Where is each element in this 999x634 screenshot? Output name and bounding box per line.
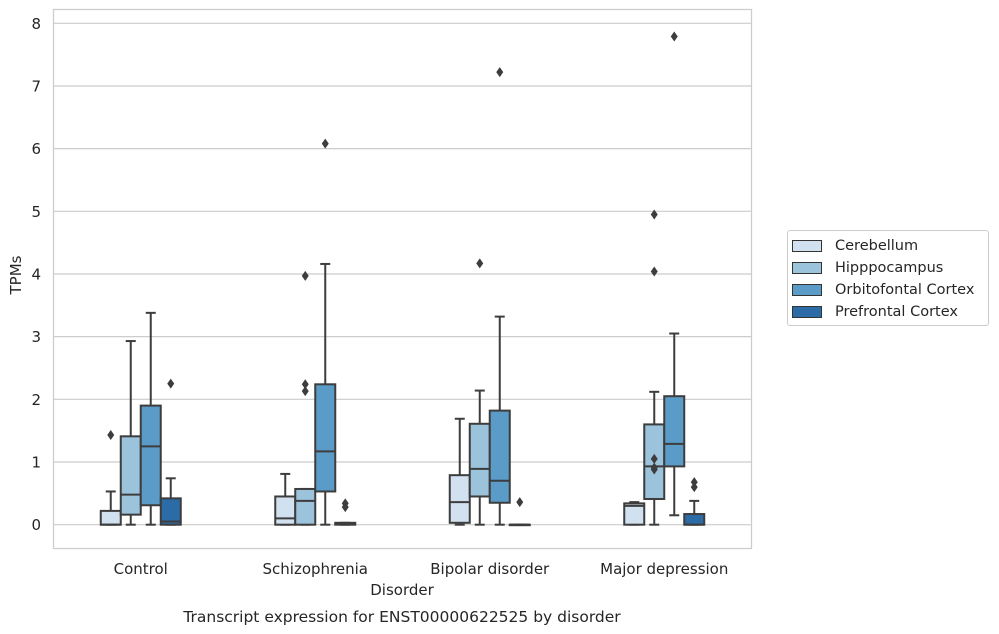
box-major-depression-hipppocampus (643, 209, 666, 526)
box-iqr (623, 502, 646, 526)
chart-title: Transcript expression for ENST0000062252… (182, 608, 621, 626)
box-iqr (119, 435, 142, 516)
y-tick-label-3: 3 (31, 328, 41, 346)
box-iqr (159, 497, 182, 526)
legend-label-orbitofrontal-cortex: Orbitofontal Cortex (835, 282, 975, 298)
outlier-point-0 (107, 430, 115, 441)
box-iqr (294, 487, 317, 526)
y-tick-label-0: 0 (31, 516, 41, 534)
x-tick-labels: Control Schizophrenia Bipolar disorder Majo… (114, 560, 729, 578)
y-tick-label-8: 8 (31, 15, 41, 33)
outlier-point-0 (167, 378, 175, 389)
outlier-point-0 (301, 270, 309, 281)
legend-item-orbitofrontal-cortex: Orbitofontal Cortex (792, 280, 974, 300)
box-iqr (488, 409, 511, 504)
box-control-hipppocampus (119, 340, 142, 526)
y-tick-label-4: 4 (31, 265, 41, 283)
outlier-point-0 (650, 453, 658, 464)
y-tick-label-1: 1 (31, 454, 41, 472)
box-bipolar-disorder-cerebellum (448, 417, 471, 526)
x-tick-label-schizophrenia: Schizophrenia (263, 560, 368, 578)
box-major-depression-prefrontal-cortex (683, 477, 706, 526)
y-tick-label-5: 5 (31, 203, 41, 221)
y-tick-label-7: 7 (31, 77, 41, 95)
outlier-point-0 (496, 67, 504, 78)
legend-label-hippocampus: Hipppocampus (835, 260, 944, 276)
legend-item-prefrontal-cortex: Prefrontal Cortex (792, 302, 958, 322)
box-schizophrenia-prefrontal-cortex (334, 498, 357, 526)
legend-label-cerebellum: Cerebellum (835, 238, 919, 254)
plot-frame (52, 8, 753, 550)
box-bipolar-disorder-orbitofontal-cortex (488, 67, 511, 526)
box-bipolar-disorder-prefrontal-cortex (508, 497, 531, 527)
x-tick-label-bipolar-disorder: Bipolar disorder (430, 560, 550, 578)
legend: Cerebellum Hipppocampus Orbitofontal Cor… (787, 230, 989, 326)
box-iqr (663, 395, 686, 468)
box-iqr (468, 422, 491, 498)
outlier-point-0 (670, 31, 678, 42)
box-control-prefrontal-cortex (159, 378, 182, 526)
x-tick-label-control: Control (114, 560, 168, 578)
x-tick-label-major-depression: Major depression (600, 560, 728, 578)
box-iqr (683, 513, 706, 526)
plot-area (99, 31, 706, 527)
box-control-orbitofontal-cortex (139, 311, 162, 526)
legend-swatch-hippocampus (792, 262, 822, 274)
box-iqr (99, 509, 122, 526)
box-control-cerebellum (99, 430, 122, 526)
outlier-point-0 (321, 138, 329, 149)
legend-item-cerebellum: Cerebellum (792, 236, 918, 256)
outlier-point-0 (476, 258, 484, 269)
gridlines (53, 22, 752, 526)
legend-swatch-orbitofrontal-cortex (792, 284, 822, 296)
box-iqr (139, 404, 162, 507)
outlier-point-0 (516, 497, 524, 508)
y-tick-label-2: 2 (31, 391, 41, 409)
box-schizophrenia-hipppocampus (294, 270, 317, 526)
box-iqr (448, 474, 471, 524)
y-tick-label-6: 6 (31, 140, 41, 158)
y-axis-label: TPMs (7, 255, 25, 295)
legend-label-prefrontal-cortex: Prefrontal Cortex (835, 304, 958, 320)
legend-swatch-prefrontal-cortex (792, 306, 822, 318)
outlier-point-1 (690, 482, 698, 493)
box-bipolar-disorder-hipppocampus (468, 258, 491, 526)
outlier-point-0 (690, 477, 698, 488)
x-axis-label: Disorder (370, 581, 434, 599)
outlier-point-4 (650, 266, 658, 277)
outlier-point-2 (650, 464, 658, 475)
box-iqr (274, 495, 297, 526)
box-major-depression-cerebellum (623, 501, 646, 526)
box-schizophrenia-orbitofontal-cortex (314, 138, 337, 526)
box-schizophrenia-cerebellum (274, 472, 297, 526)
outlier-point-3 (650, 209, 658, 220)
outlier-point-1 (301, 379, 309, 390)
y-tick-labels: 0 1 2 3 4 5 6 7 8 (31, 15, 41, 534)
box-major-depression-orbitofontal-cortex (663, 31, 686, 517)
legend-swatch-cerebellum (792, 240, 822, 252)
legend-item-hippocampus: Hipppocampus (792, 258, 943, 278)
outlier-point-1 (341, 502, 349, 513)
outlier-point-2 (301, 386, 309, 397)
box-iqr (314, 383, 337, 493)
